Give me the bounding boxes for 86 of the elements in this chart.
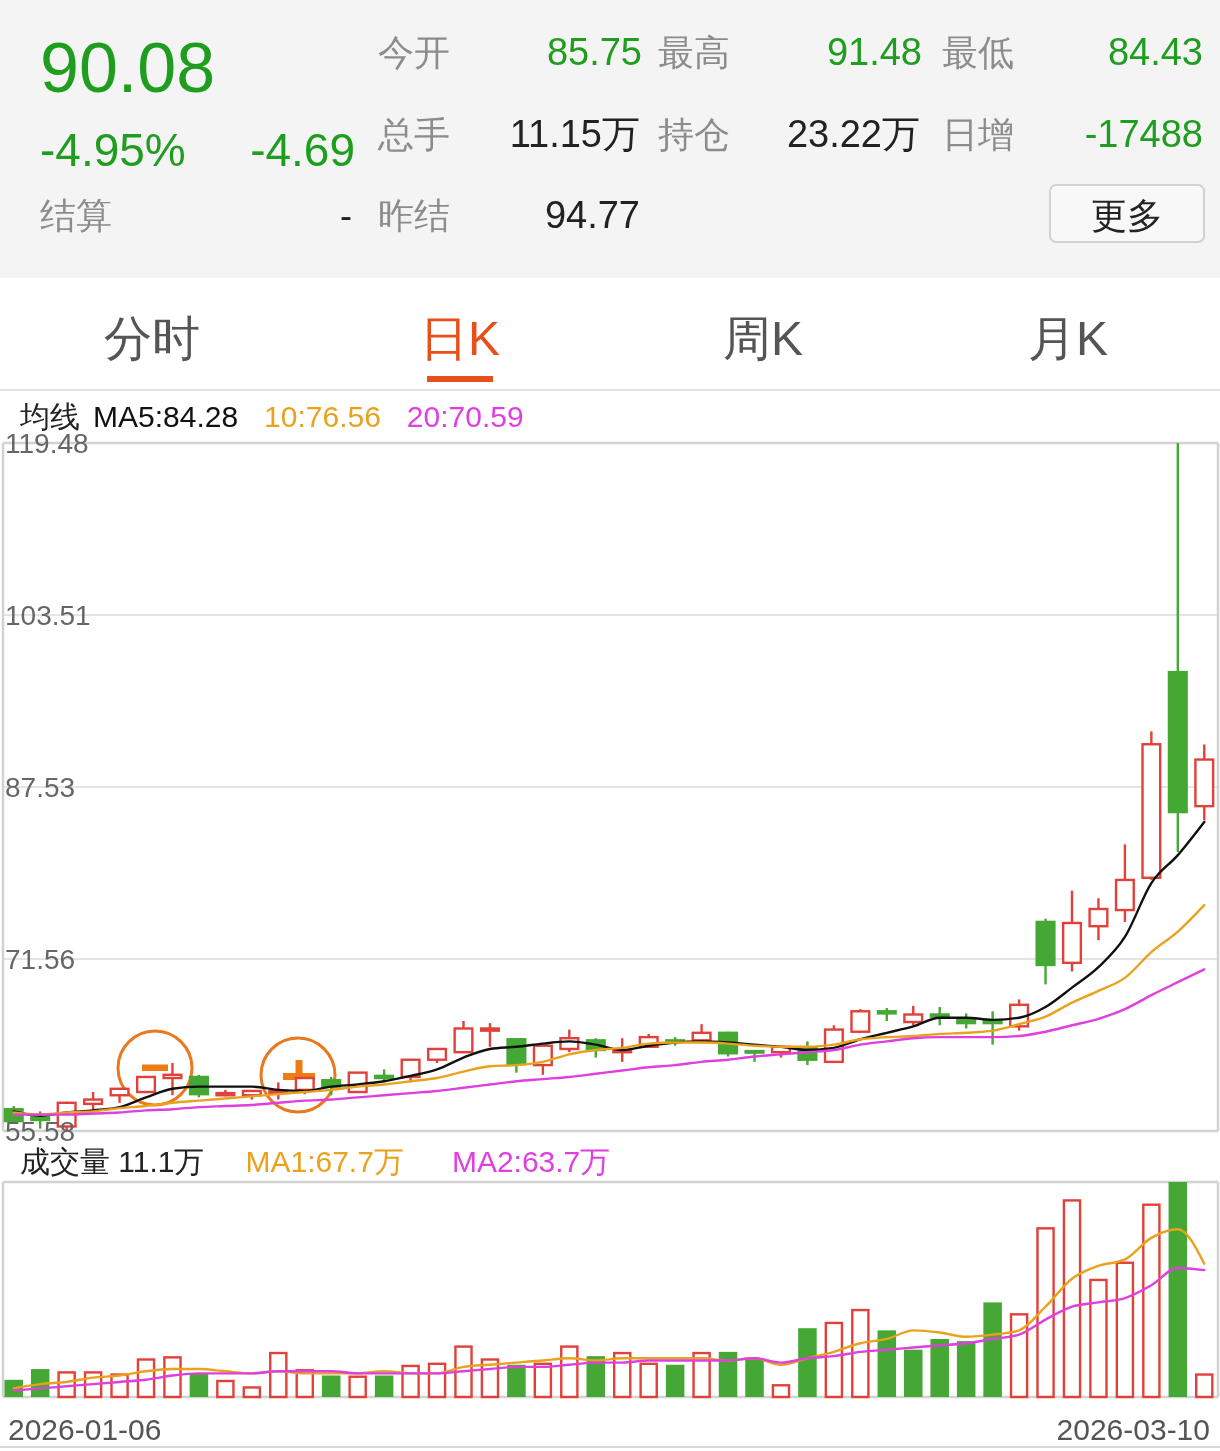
- text: 90.08: [40, 29, 216, 107]
- text: 日K: [419, 312, 501, 365]
- text: -: [340, 195, 352, 236]
- text: 20:70.59: [406, 400, 524, 433]
- bar: [956, 1341, 976, 1397]
- text: 2026-03-10: [1056, 1413, 1210, 1446]
- y-tick-label: 87.53: [5, 772, 76, 803]
- bar: [348, 1375, 367, 1399]
- bar: [639, 1362, 658, 1399]
- bar: [877, 1330, 897, 1397]
- bar: [1195, 1373, 1214, 1399]
- text: 最高: [658, 32, 730, 73]
- text: 日增: [942, 114, 1014, 155]
- candlestick: [850, 1007, 871, 1033]
- bar: [189, 1373, 209, 1397]
- bar: [480, 1358, 500, 1399]
- text: 分时: [104, 312, 200, 365]
- chart-title: 成交量 11.1万: [20, 1145, 205, 1178]
- candlestick: [1088, 897, 1109, 942]
- bar: [110, 1373, 129, 1399]
- bar: [242, 1386, 262, 1399]
- text: MA2:63.7万: [451, 1145, 611, 1178]
- text: MA5:84.28: [93, 400, 239, 433]
- text: 23.22万: [786, 113, 920, 155]
- bar: [1115, 1261, 1135, 1399]
- text: 91.48: [826, 31, 922, 73]
- candlestick: [162, 1061, 183, 1097]
- y-tick-label: 55.58: [5, 1116, 76, 1147]
- text: 84.43: [1107, 31, 1203, 73]
- candlestick: [479, 1021, 500, 1048]
- bar: [1168, 1182, 1188, 1397]
- text: 周K: [722, 312, 804, 365]
- text: 最低: [942, 32, 1014, 73]
- bar: [269, 1351, 288, 1399]
- text: 10:76.56: [264, 400, 381, 433]
- text: -4.69: [250, 124, 355, 176]
- bar: [1009, 1313, 1029, 1399]
- bar: [136, 1358, 156, 1399]
- text: 持仓: [658, 114, 730, 155]
- text: 今开: [378, 32, 450, 73]
- bar: [454, 1345, 473, 1399]
- bar: [903, 1349, 923, 1397]
- bar: [798, 1328, 817, 1397]
- bar: [745, 1358, 764, 1397]
- text: 94.77: [544, 194, 640, 236]
- bar: [718, 1351, 738, 1397]
- bar: [533, 1362, 553, 1399]
- candlestick: [903, 1004, 924, 1027]
- bar: [665, 1364, 685, 1397]
- text: -17488: [1084, 113, 1203, 155]
- text: -4.95%: [40, 124, 186, 176]
- bar: [57, 1371, 76, 1399]
- bar: [983, 1302, 1002, 1397]
- bar: [83, 1371, 103, 1399]
- text: 2026-01-06: [8, 1413, 162, 1446]
- text: 85.75: [546, 31, 642, 73]
- text: 11.15万: [509, 113, 640, 155]
- bar: [1089, 1278, 1108, 1399]
- bar: [1062, 1199, 1082, 1399]
- candlestick: [929, 1005, 950, 1027]
- bar: [216, 1379, 235, 1399]
- bar: [427, 1362, 447, 1399]
- bar: [1142, 1203, 1161, 1399]
- text: MA1:67.7万: [245, 1145, 404, 1178]
- bar: [824, 1321, 844, 1399]
- bar: [321, 1375, 341, 1397]
- text: 结算: [40, 195, 112, 236]
- button: 更多: [1049, 184, 1205, 243]
- bar: [930, 1338, 949, 1397]
- bar: [374, 1375, 394, 1397]
- candlestick: [453, 1019, 474, 1054]
- bar: [560, 1345, 579, 1399]
- bar: [692, 1351, 711, 1399]
- text: 月K: [1027, 312, 1109, 365]
- bar: [851, 1308, 870, 1399]
- bar: [771, 1384, 791, 1399]
- bar: [295, 1369, 315, 1399]
- bar: [612, 1351, 632, 1399]
- y-tick-label: 103.51: [5, 599, 91, 631]
- bar: [507, 1364, 526, 1397]
- bar: [401, 1364, 420, 1399]
- bar: [1036, 1227, 1055, 1399]
- y-tick-label: 71.56: [5, 943, 76, 975]
- text: 昨结: [378, 195, 450, 236]
- text: 总手: [377, 114, 450, 155]
- bar: [163, 1356, 182, 1399]
